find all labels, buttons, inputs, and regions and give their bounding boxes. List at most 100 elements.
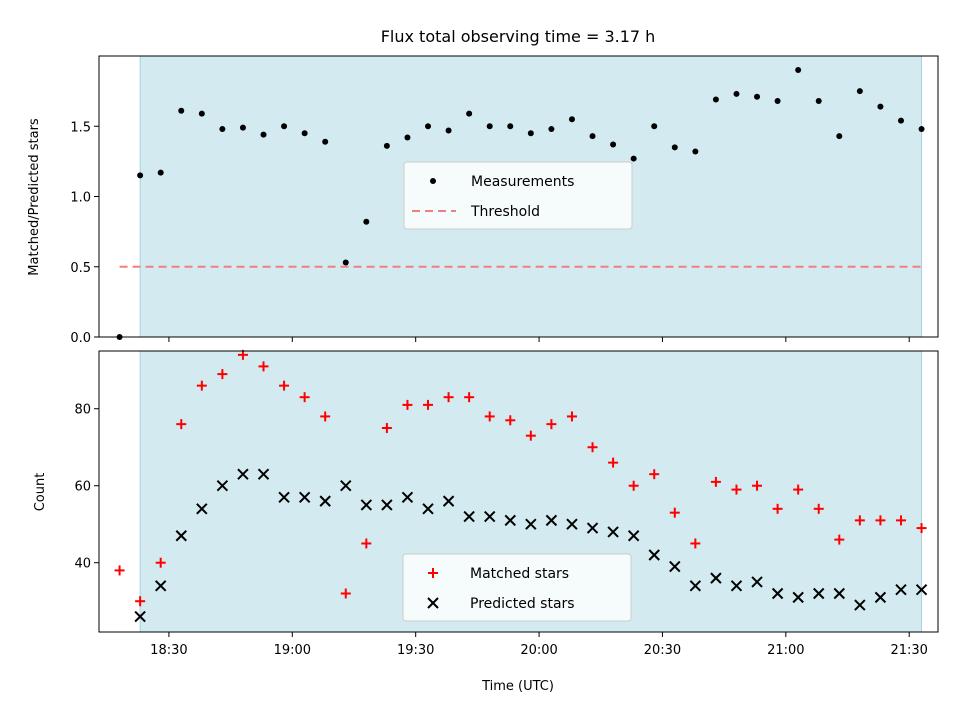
predicted-star-point-b (422, 503, 434, 515)
predicted-star-point-b (566, 518, 578, 530)
measurement-point (651, 123, 658, 130)
predicted-star-point-b (134, 610, 146, 623)
predicted-star-point-b (175, 530, 187, 542)
measurement-point (239, 124, 246, 131)
matched-star-point (793, 484, 804, 495)
predicted-star-point-b (504, 514, 516, 527)
legend-matched-marker (428, 568, 438, 578)
measurement-point (795, 67, 802, 74)
top-y-tick-label: 0.5 (70, 261, 91, 276)
measurement-point (712, 96, 719, 103)
matched-star-point (710, 476, 721, 487)
predicted-star-point-b (484, 510, 496, 523)
measurement-point (198, 110, 205, 117)
predicted-star-point-b (648, 549, 660, 561)
predicted-star-point (401, 491, 414, 503)
predicted-star-point-b (792, 591, 804, 604)
measurement-point (610, 141, 617, 148)
predicted-star-point-b (216, 480, 229, 492)
measurement-point (507, 123, 514, 130)
predicted-star-point (627, 530, 640, 542)
predicted-star-point-b (771, 587, 784, 600)
measurement-point (856, 88, 863, 95)
matched-star-point (813, 503, 824, 514)
legend-threshold-label: Threshold (470, 204, 540, 220)
measurement-point (383, 142, 390, 149)
predicted-star-point-b (340, 480, 352, 492)
matched-star-point (196, 380, 207, 391)
predicted-star-point (237, 468, 249, 480)
predicted-star-point-b (730, 580, 743, 592)
predicted-star-point (771, 587, 784, 600)
predicted-star-point-b (710, 572, 722, 584)
predicted-star-point (134, 610, 146, 623)
matched-star-point (608, 457, 619, 468)
measurement-point (281, 123, 288, 130)
bottom-plot-panel: 40 60 80 18:30 19:00 19:30 20:00 20:30 21:00 21:3… (74, 349, 939, 658)
legend-measurement-marker (430, 178, 436, 184)
bottom-legend: Matched stars Predicted stars (402, 553, 632, 622)
measurement-point (897, 117, 904, 124)
matched-star-point (237, 349, 248, 360)
matched-star-point (299, 392, 310, 403)
legend-predicted-marker-b (427, 597, 439, 609)
bottom-legend-box (402, 553, 632, 622)
predicted-star-point-b (401, 491, 414, 503)
matched-star-point (402, 399, 413, 410)
bottom-x-tick-label: 21:30 (890, 643, 927, 658)
predicted-star-point (586, 522, 599, 534)
predicted-star-point (648, 549, 660, 561)
matched-star-point (258, 361, 269, 372)
legend-matched-label: Matched stars (470, 566, 569, 582)
measurement-point (445, 127, 452, 134)
predicted-star-point-b (813, 587, 825, 600)
predicted-star-point (710, 572, 722, 584)
measurement-point (342, 259, 349, 266)
matched-star-point (423, 399, 434, 410)
predicted-star-point (669, 560, 681, 573)
measurement-point (363, 218, 370, 225)
predicted-star-point (196, 503, 208, 515)
top-legend-box (403, 161, 633, 230)
predicted-star-point-b (586, 522, 599, 534)
matched-star-point (505, 415, 516, 426)
predicted-star-point (895, 583, 907, 596)
predicted-star-point-b (525, 518, 537, 530)
bottom-x-tick-label: 18:30 (150, 643, 187, 658)
matched-star-point (566, 411, 577, 422)
predicted-star-point (278, 491, 290, 503)
matched-star-point (320, 411, 331, 422)
matched-star-point (340, 588, 351, 599)
measurement-point (260, 131, 267, 138)
predicted-star-point-b (319, 495, 331, 507)
predicted-star-point (854, 599, 866, 611)
measurement-point (157, 169, 164, 176)
matched-star-point (176, 419, 187, 430)
predicted-star-point (915, 583, 928, 596)
predicted-star-point (504, 514, 516, 527)
predicted-star-point (257, 468, 270, 480)
matched-star-point (752, 480, 763, 491)
measurement-point (918, 126, 925, 133)
top-y-tick-label: 1.0 (70, 191, 91, 206)
matched-star-point (834, 534, 845, 545)
top-y-axis-label: Matched/Predicted stars (27, 118, 42, 276)
predicted-star-point (463, 510, 475, 523)
predicted-star-point (833, 587, 846, 600)
measurement-point (754, 93, 761, 100)
x-axis-label: Time (UTC) (481, 679, 554, 694)
matched-star-point (135, 596, 146, 607)
matched-star-point (155, 557, 166, 568)
matched-star-point (772, 503, 783, 514)
top-plot-panel: 0.0 0.5 1.0 1.5 Measurements Threshold (70, 55, 939, 346)
bottom-y-tick-label: 60 (74, 480, 91, 495)
predicted-star-point-b (607, 526, 619, 538)
predicted-star-point (484, 510, 496, 523)
predicted-star-point (792, 591, 804, 604)
matched-star-point (669, 507, 680, 518)
measurement-point (404, 134, 411, 141)
matched-star-point (916, 523, 927, 534)
matched-star-point (217, 369, 228, 380)
measurement-point (178, 107, 185, 114)
predicted-star-point-b (833, 587, 846, 600)
